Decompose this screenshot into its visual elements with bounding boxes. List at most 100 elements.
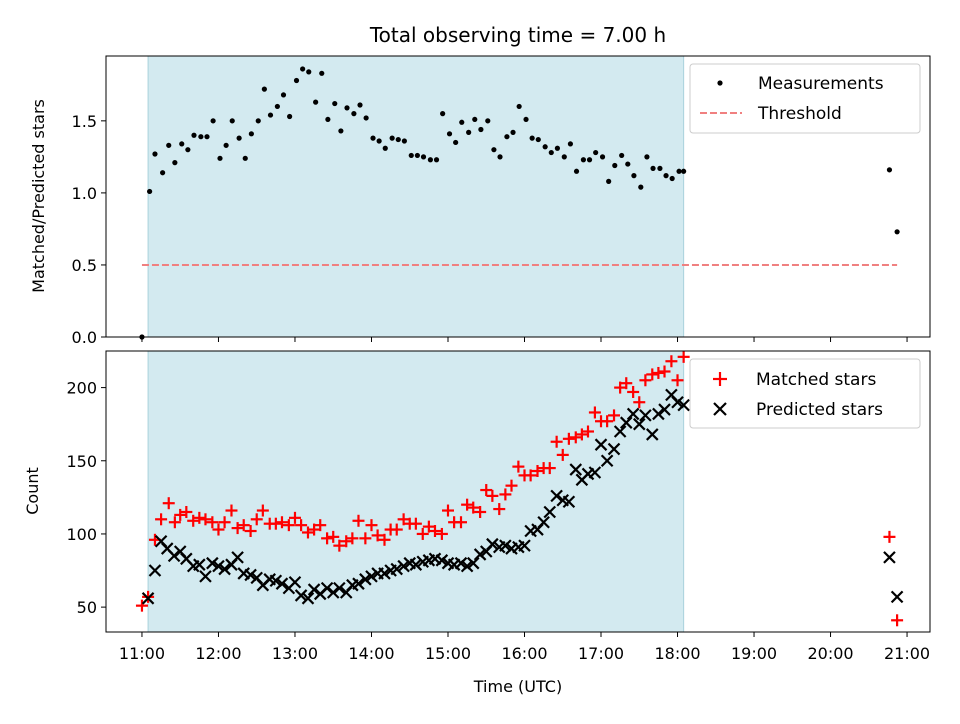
matched-stars-point	[480, 484, 493, 497]
ratio-panel: 0.0 0.5 1.0 1.5 Matched/Predicted stars Mea…	[29, 55, 931, 347]
measurement-point	[459, 119, 465, 125]
matched-stars-point	[883, 530, 896, 543]
measurement-point	[523, 116, 529, 123]
matched-stars-point	[155, 513, 168, 526]
x-tick-label: 15:00	[425, 644, 471, 663]
matched-stars-point	[365, 519, 378, 532]
predicted-stars-point	[518, 539, 531, 552]
observing-span-shade	[148, 351, 684, 632]
matched-stars-point	[652, 366, 665, 379]
matched-stars-point	[371, 529, 384, 542]
ratio-panel-frame	[105, 55, 931, 338]
predicted-stars-point	[550, 489, 563, 503]
predicted-stars-point	[607, 442, 621, 456]
measurement-point	[886, 167, 893, 173]
matched-stars-point	[135, 599, 148, 612]
ratio-panel-y-axis-label: Matched/Predicted stars	[29, 99, 48, 293]
predicted-stars-point	[218, 562, 231, 576]
matched-stars-point	[524, 469, 537, 482]
predicted-stars-point	[588, 466, 602, 479]
predicted-stars-point	[206, 556, 219, 570]
y-tick-label: 150	[66, 452, 97, 471]
measurement-point	[433, 157, 440, 163]
predicted-stars-point	[231, 551, 244, 564]
measurement-point	[300, 66, 306, 72]
measurement-point	[650, 165, 656, 171]
count-panel-y-axis-label: Count	[23, 467, 42, 515]
predicted-stars-point	[883, 551, 896, 564]
matched-stars-point	[321, 532, 334, 545]
measurements-series	[139, 66, 900, 340]
predicted-stars-point	[167, 549, 181, 563]
matched-stars-legend-marker	[713, 372, 727, 386]
x-tick-label: 16:00	[501, 644, 547, 663]
y-tick-label: 0.5	[72, 256, 97, 275]
matched-stars-point	[359, 532, 372, 545]
measurement-point	[179, 141, 185, 147]
measurement-point	[248, 131, 254, 137]
measurement-point	[363, 115, 369, 121]
count-panel-shaded-span	[147, 351, 685, 632]
matched-stars-point	[250, 513, 263, 526]
measurement-point	[657, 165, 663, 171]
matched-stars-point	[556, 448, 569, 461]
matched-stars-point	[352, 514, 365, 527]
predicted-stars-point	[294, 589, 308, 602]
matched-stars-point	[409, 517, 422, 530]
matched-stars-point	[218, 516, 231, 529]
matched-stars-point	[168, 516, 181, 529]
predicted-stars-point	[626, 407, 640, 421]
measurement-point	[478, 126, 484, 133]
measurement-point	[453, 139, 459, 146]
count-panel-legend: Matched stars Predicted stars	[689, 358, 921, 429]
measurement-point	[625, 161, 631, 167]
measurement-point	[414, 152, 420, 159]
measurement-point	[185, 147, 191, 153]
predicted-stars-point	[632, 417, 646, 431]
measurement-point	[676, 168, 682, 174]
measurement-point	[606, 178, 612, 184]
matched-stars-point	[193, 511, 206, 524]
predicted-stars-point	[365, 570, 378, 583]
measurement-point	[561, 154, 567, 160]
matched-stars-point	[505, 479, 518, 492]
measurement-point	[529, 135, 535, 141]
predicted-stars-point	[409, 558, 423, 571]
matched-stars-point	[435, 527, 448, 540]
measurement-point	[580, 157, 587, 163]
matched-stars-point	[333, 539, 346, 552]
measurement-point	[612, 162, 618, 169]
measurement-point	[357, 102, 363, 108]
measurement-point	[255, 118, 261, 124]
matched-stars-point	[422, 520, 435, 533]
y-tick-label: 50	[77, 598, 97, 617]
y-tick-label: 0.0	[72, 328, 97, 347]
measurement-point	[663, 173, 669, 179]
x-tick-label: 19:00	[731, 644, 777, 663]
matched-stars-point	[543, 462, 556, 475]
measurement-point	[191, 132, 197, 138]
measurement-point	[274, 103, 280, 110]
measurement-point	[446, 131, 453, 137]
measurement-point	[370, 135, 376, 141]
matched-stars-legend-label: Matched stars	[756, 370, 876, 390]
measurement-point	[389, 135, 395, 141]
matched-stars-point	[288, 511, 301, 524]
measurement-point	[210, 118, 216, 124]
measurement-point	[472, 116, 478, 123]
measurement-point	[293, 77, 300, 84]
predicted-stars-point	[619, 416, 633, 429]
predicted-stars-point	[397, 559, 410, 573]
predicted-stars-point	[269, 574, 283, 588]
matched-stars-point	[601, 415, 614, 428]
x-tick-label: 14:00	[348, 644, 394, 663]
matched-stars-point	[671, 374, 684, 387]
ratio-panel-x-ticks	[141, 337, 908, 342]
matched-stars-point	[295, 519, 308, 532]
measurement-point	[491, 147, 497, 153]
matched-stars-point	[180, 505, 193, 518]
matched-stars-point	[677, 350, 690, 363]
measurement-point	[395, 136, 401, 143]
measurement-point	[573, 168, 580, 174]
matched-stars-point	[550, 435, 563, 448]
